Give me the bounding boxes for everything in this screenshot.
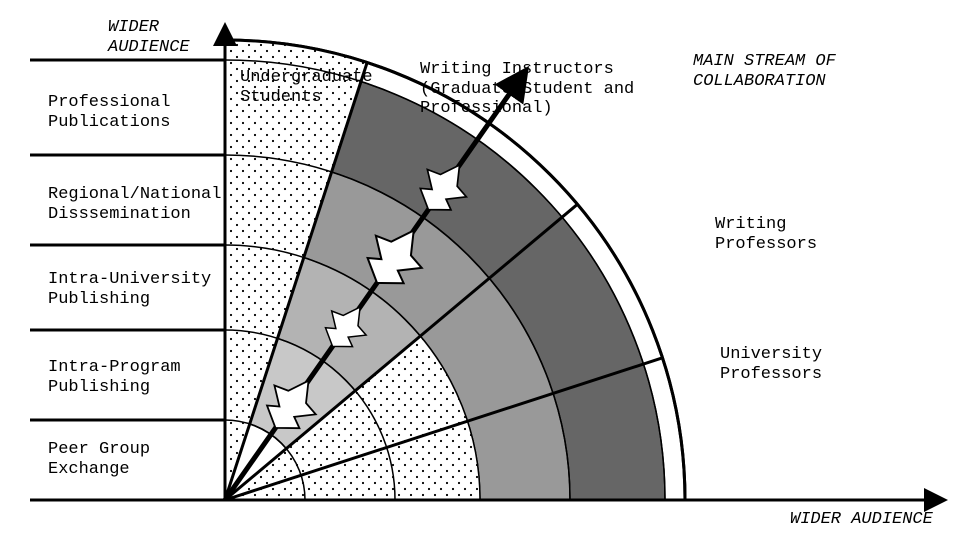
label-sector-instructors: Writing Instructors (Graduate Student an… <box>420 60 634 119</box>
label-sector-writing-profs: Writing Professors <box>715 215 817 254</box>
label-level-0: Professional Publications <box>48 93 170 132</box>
label-main-stream: MAIN STREAM OF COLLABORATION <box>693 52 836 91</box>
label-wider-audience-top: WIDER AUDIENCE <box>108 18 190 57</box>
label-level-4: Peer Group Exchange <box>48 440 150 479</box>
label-level-1: Regional/National Disssemination <box>48 185 221 224</box>
label-sector-undergrad: Undergraduate Students <box>240 68 373 107</box>
label-sector-univ-profs: University Professors <box>720 345 822 384</box>
label-wider-audience-right: WIDER AUDIENCE <box>790 510 933 530</box>
diagram-stage: WIDER AUDIENCE WIDER AUDIENCE MAIN STREA… <box>0 0 969 554</box>
label-level-3: Intra-Program Publishing <box>48 358 181 397</box>
label-level-2: Intra-University Publishing <box>48 270 211 309</box>
